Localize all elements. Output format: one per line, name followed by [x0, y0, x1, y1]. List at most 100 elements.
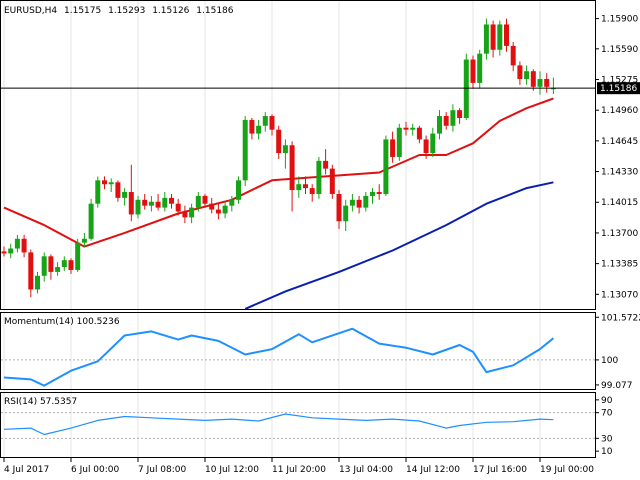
candle-body — [490, 24, 496, 50]
candle — [88, 198, 94, 241]
current-price-tag — [597, 82, 640, 95]
candle — [316, 156, 322, 199]
candle-body — [169, 197, 174, 204]
candle — [55, 262, 61, 276]
candle — [155, 193, 161, 211]
candle-body — [349, 199, 355, 206]
candle — [41, 252, 47, 282]
candle — [510, 41, 516, 72]
candle — [343, 199, 349, 231]
price-tick-label: 1.13385 — [601, 260, 638, 270]
candle — [349, 193, 355, 212]
momentum-line — [3, 327, 555, 387]
candle-body — [1, 251, 7, 254]
candle-body — [329, 168, 335, 194]
candle — [128, 164, 134, 222]
candle-body — [309, 188, 315, 194]
candle — [81, 232, 87, 248]
candle — [303, 176, 308, 194]
candle-body — [35, 275, 40, 290]
candle-body — [269, 116, 275, 130]
time-tick-label: 17 Jul 16:00 — [473, 465, 527, 475]
candle-body — [262, 116, 268, 126]
candle-body — [162, 197, 168, 208]
candle — [323, 149, 329, 175]
candle — [162, 192, 168, 212]
momentum-tick-label: 100 — [601, 356, 618, 366]
candle-body — [470, 59, 476, 83]
candle — [169, 193, 174, 209]
candle-body — [363, 195, 369, 208]
candle-body — [423, 139, 429, 154]
ma-fast-layer — [3, 97, 554, 248]
candle — [28, 249, 34, 298]
candle-body — [430, 133, 436, 154]
candle-body — [41, 256, 47, 276]
candle-body — [189, 207, 195, 218]
candle — [403, 121, 409, 136]
candle — [504, 18, 509, 52]
time-tick-label: 13 Jul 04:00 — [339, 465, 393, 475]
candle — [410, 123, 416, 136]
candle — [61, 256, 67, 271]
candle — [135, 195, 141, 219]
time-tick-label: 10 Jul 12:00 — [205, 465, 259, 475]
ma-fast-line — [3, 97, 554, 248]
candle-body — [343, 205, 349, 222]
price-panel — [0, 0, 596, 310]
candle-body — [28, 252, 34, 290]
candle-body — [443, 116, 449, 126]
candle-body — [108, 182, 114, 185]
header-low: 1.15126 — [152, 6, 189, 16]
candle-body — [396, 127, 402, 157]
candle-body — [55, 267, 61, 272]
candle-body — [215, 209, 221, 214]
price-tick-label: 1.14645 — [601, 137, 638, 147]
candle-body — [510, 45, 516, 66]
header-high: 1.15293 — [108, 6, 145, 16]
candle — [182, 205, 188, 224]
candle — [21, 234, 27, 258]
candle-body — [229, 199, 235, 206]
candle-body — [383, 139, 389, 194]
candle — [1, 246, 7, 257]
candle — [390, 131, 396, 163]
candle — [256, 119, 262, 140]
candle — [416, 125, 422, 144]
time-tick-label: 19 Jul 00:00 — [540, 465, 594, 475]
candle — [437, 110, 442, 140]
candle-body — [142, 199, 148, 206]
time-tick-label: 11 Jul 20:00 — [272, 465, 326, 475]
candle — [423, 135, 429, 159]
candle — [450, 104, 456, 132]
candle — [48, 254, 54, 280]
candle — [463, 53, 469, 120]
candle — [95, 176, 101, 208]
candle — [249, 117, 255, 140]
candle — [477, 49, 483, 89]
candle-body — [175, 203, 181, 212]
rsi-line — [3, 413, 554, 436]
momentum-tick-label: 99.077 — [601, 381, 633, 391]
candle — [430, 127, 436, 157]
candle — [329, 164, 335, 199]
candle-body — [410, 127, 416, 130]
momentum-panel — [0, 312, 596, 390]
candle-body — [289, 145, 295, 191]
momentum-layer — [1, 327, 595, 387]
candle-body — [48, 256, 54, 272]
price-tick-label: 1.15900 — [601, 15, 638, 25]
candle — [550, 77, 556, 95]
time-tick-label: 6 Jul 00:00 — [71, 465, 120, 475]
candle-body — [115, 182, 121, 198]
candle-body — [209, 203, 215, 210]
price-tick-label: 1.14015 — [601, 198, 638, 208]
candle-body — [61, 260, 67, 268]
candle — [376, 184, 382, 200]
ma-slow-line — [244, 181, 554, 310]
candle — [276, 125, 282, 159]
rsi-tick-label: 90 — [601, 396, 613, 406]
time-tick-label: 14 Jul 12:00 — [406, 465, 460, 475]
candle — [102, 176, 107, 190]
